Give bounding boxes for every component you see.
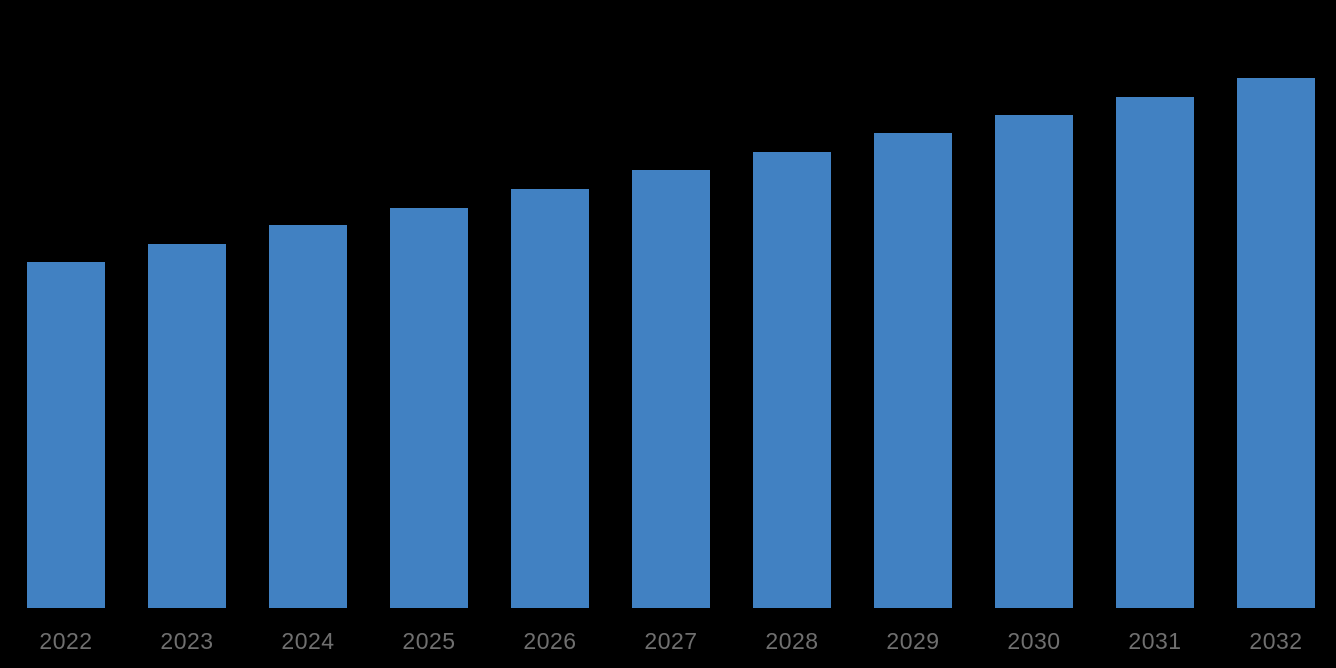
bar-2032	[1237, 78, 1315, 608]
bar-2027	[632, 170, 710, 608]
bar-group-2025: 2025	[390, 0, 468, 668]
bar-2022	[27, 262, 105, 608]
bar-2025	[390, 208, 468, 608]
bar-group-2032: 2032	[1237, 0, 1315, 668]
bar-group-2028: 2028	[753, 0, 831, 668]
bar-2023	[148, 244, 226, 608]
bar-2029	[874, 133, 952, 608]
x-tick-label-2026: 2026	[523, 627, 577, 654]
bar-group-2029: 2029	[874, 0, 952, 668]
bar-2031	[1116, 97, 1194, 608]
x-tick-label-2029: 2029	[886, 627, 940, 654]
bar-2024	[269, 225, 347, 608]
bar-group-2023: 2023	[148, 0, 226, 668]
bar-group-2030: 2030	[995, 0, 1073, 668]
bar-group-2022: 2022	[27, 0, 105, 668]
x-tick-label-2028: 2028	[765, 627, 819, 654]
bar-group-2026: 2026	[511, 0, 589, 668]
x-tick-label-2024: 2024	[281, 627, 335, 654]
x-tick-label-2022: 2022	[39, 627, 93, 654]
bar-group-2031: 2031	[1116, 0, 1194, 668]
x-tick-label-2025: 2025	[402, 627, 456, 654]
x-tick-label-2023: 2023	[160, 627, 214, 654]
bar-2030	[995, 115, 1073, 608]
bar-group-2027: 2027	[632, 0, 710, 668]
x-tick-label-2032: 2032	[1249, 627, 1303, 654]
x-tick-label-2030: 2030	[1007, 627, 1061, 654]
bar-group-2024: 2024	[269, 0, 347, 668]
x-tick-label-2027: 2027	[644, 627, 698, 654]
bar-2028	[753, 152, 831, 608]
bar-2026	[511, 189, 589, 608]
x-tick-label-2031: 2031	[1128, 627, 1182, 654]
